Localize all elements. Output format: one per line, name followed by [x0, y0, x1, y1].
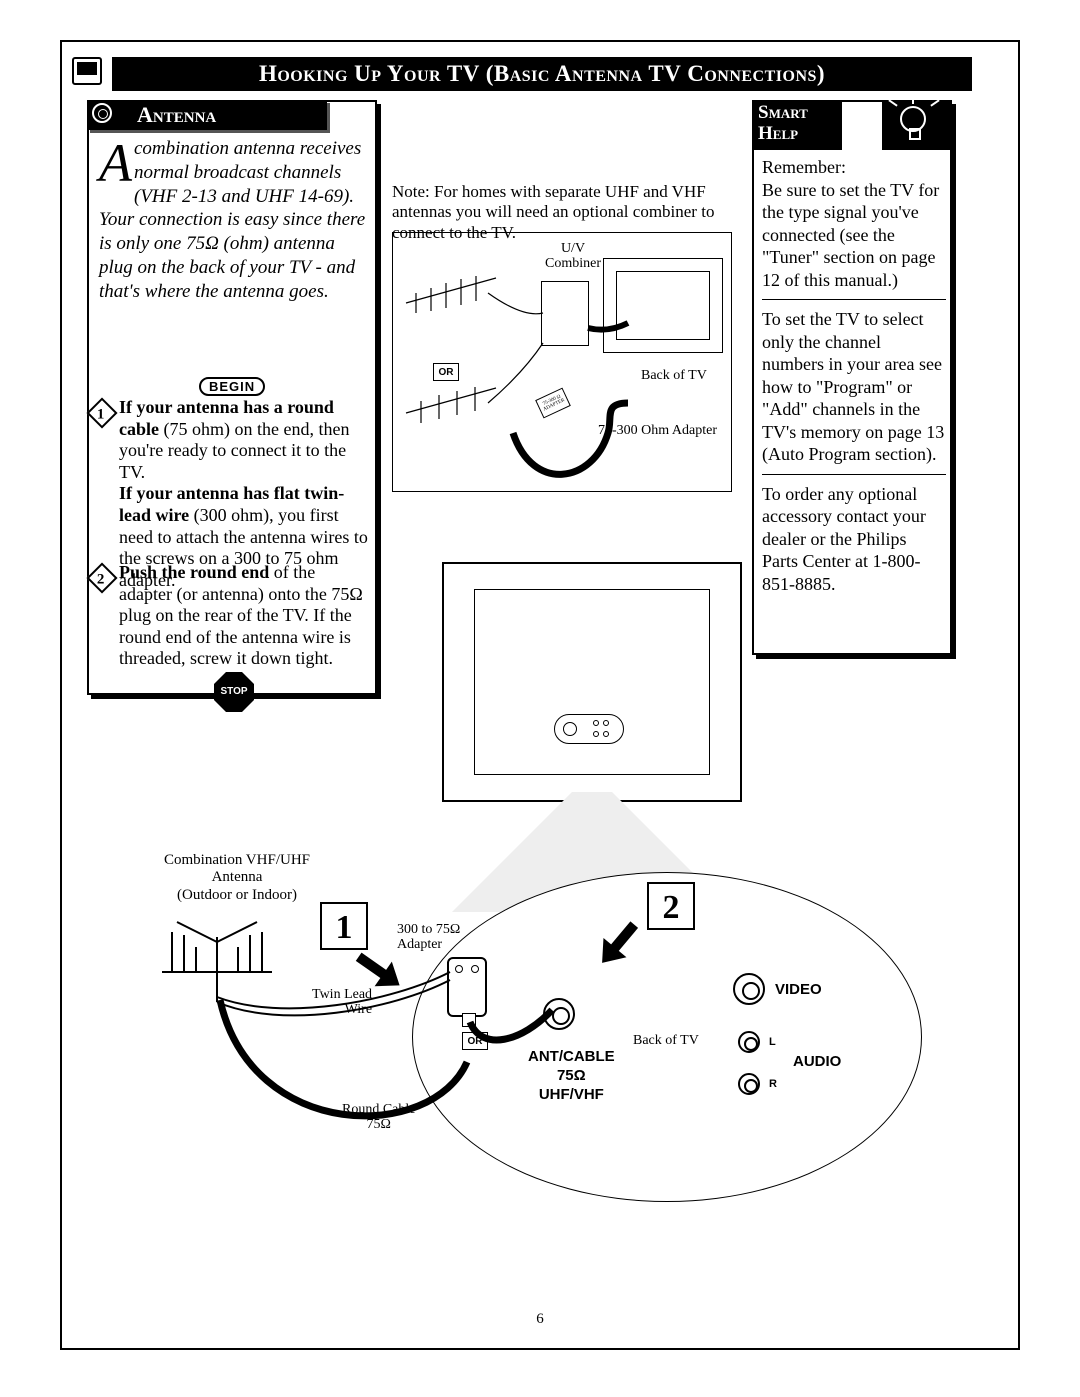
stop-icon: STOP: [214, 672, 254, 712]
step-1-number: 1: [92, 403, 110, 425]
top-wires: [393, 233, 733, 493]
lightbulb-icon: [900, 106, 926, 132]
help-divider-1: [762, 299, 946, 300]
section-header: Antenna: [87, 100, 327, 130]
step-2-number: 2: [92, 568, 110, 590]
step-1-marker: 1: [86, 397, 117, 428]
step-2-marker: 2: [86, 562, 117, 593]
top-diagram: U/V Combiner Back of TV OR: [392, 232, 732, 492]
intro-text: A combination antenna receives normal br…: [99, 137, 369, 303]
dropcap: A: [99, 137, 134, 187]
step-2-bold: Push the round end: [119, 562, 269, 582]
coax-icon: [92, 103, 112, 123]
tv-icon: [72, 57, 102, 85]
smart-help-title: Smart Help: [752, 100, 842, 150]
page-frame: Hooking Up Your TV (Basic Antenna TV Con…: [60, 40, 1020, 1350]
begin-badge: BEGIN: [199, 377, 265, 396]
help-p3: To order any optional accessory contact …: [762, 483, 946, 596]
step-2-text: Push the round end of the adapter (or an…: [119, 562, 369, 670]
section-title: Antenna: [137, 102, 216, 127]
page-number: 6: [62, 1311, 1018, 1328]
smart-help-body: Remember: Be sure to set the TV for the …: [762, 156, 946, 595]
lower-wires: [102, 722, 902, 1222]
page-title: Hooking Up Your TV (Basic Antenna TV Con…: [112, 57, 972, 91]
intro-body: combination antenna receives normal broa…: [99, 138, 365, 302]
instructions-box: Antenna A combination antenna receives n…: [87, 100, 377, 695]
help-divider-2: [762, 474, 946, 475]
help-p2: To set the TV to select only the channel…: [762, 308, 946, 466]
lower-diagram: ANT/CABLE 75Ω UHF/VHF VIDEO L R AUDIO Ba…: [102, 722, 862, 1282]
adapter-label-top: 75-300 Ohm Adapter: [598, 423, 717, 438]
bulb-box: [882, 100, 952, 150]
help-p1: Remember: Be sure to set the TV for the …: [762, 156, 946, 291]
smart-help-box: Smart Help Remember: Be sure to set the …: [752, 100, 952, 655]
